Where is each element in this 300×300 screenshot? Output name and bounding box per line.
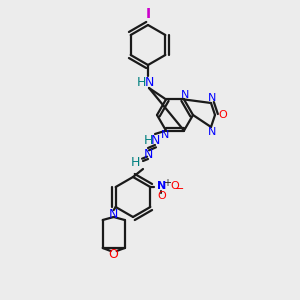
Text: O: O — [109, 248, 118, 260]
Text: N: N — [143, 148, 153, 160]
Text: N: N — [144, 76, 154, 88]
Text: N: N — [208, 93, 216, 103]
Text: H: H — [143, 134, 153, 146]
Text: H: H — [130, 157, 140, 169]
Text: N: N — [208, 127, 216, 137]
Text: N: N — [109, 208, 118, 221]
Text: N: N — [161, 130, 169, 140]
Text: N: N — [181, 90, 189, 100]
Text: −: − — [175, 184, 184, 194]
Text: H: H — [136, 76, 146, 88]
Text: O: O — [157, 191, 166, 201]
Text: N: N — [157, 181, 166, 191]
Text: I: I — [146, 7, 151, 21]
Text: +: + — [163, 178, 171, 188]
Text: O: O — [170, 181, 179, 191]
Text: N: N — [150, 134, 160, 146]
Text: O: O — [219, 110, 227, 120]
